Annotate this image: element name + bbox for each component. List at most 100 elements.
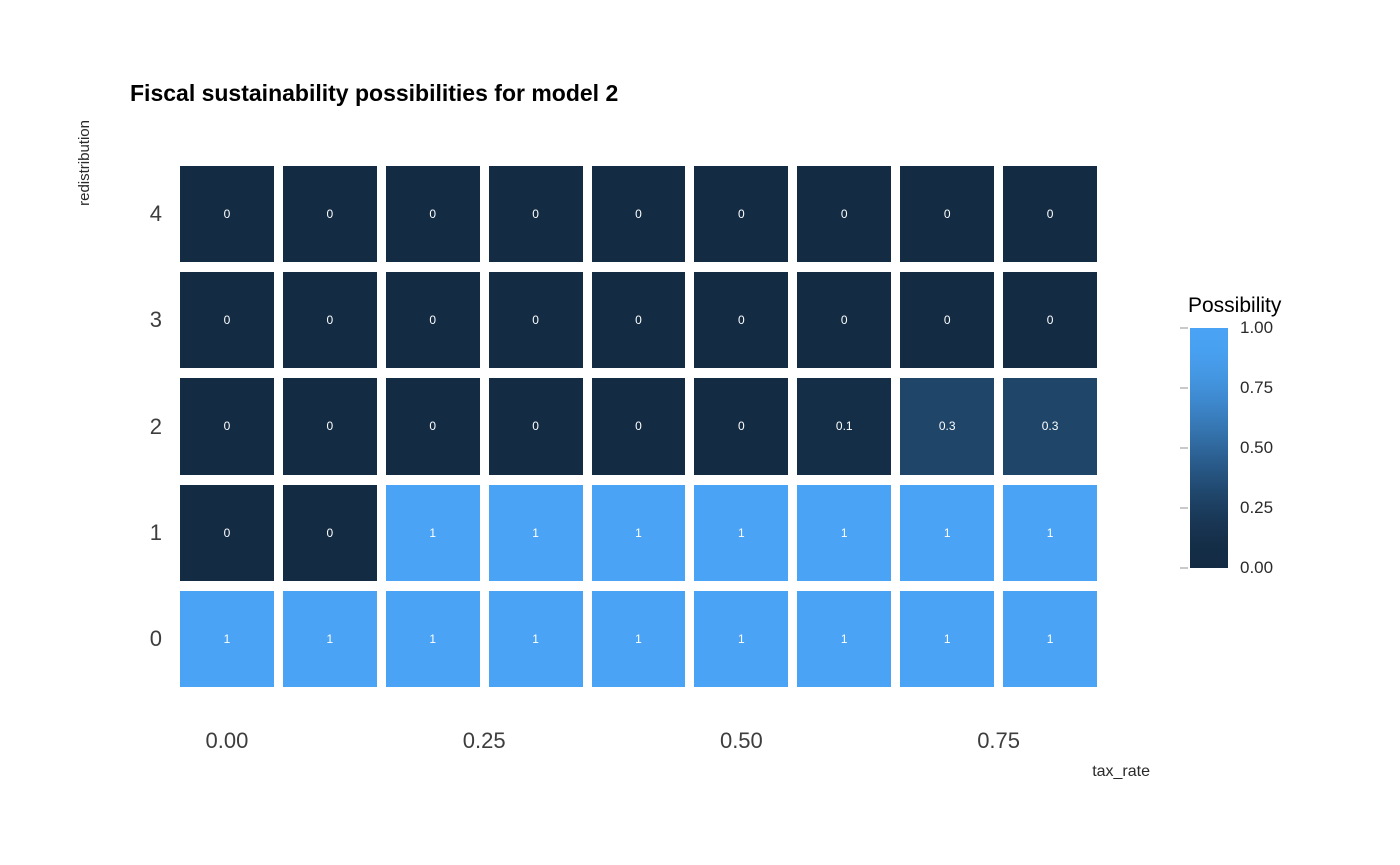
tile-value-label: 0 [326,207,334,222]
tile-value-label: 1 [532,631,539,646]
legend-title: Possibility [1188,294,1282,317]
tile-value-label: 0 [326,525,334,540]
tile-value-label: 1 [738,631,745,646]
heatmap-tile: 1 [488,484,583,581]
heatmap-tile: 0 [180,272,274,369]
legend-tick-mark [1180,387,1188,389]
heatmap-tile: 0 [180,378,274,475]
heatmap-tile: 0 [488,272,583,369]
tile-value-label: 0 [532,313,539,328]
tile-value-label: 0 [1046,313,1054,328]
heatmap-tile: 0 [591,378,686,475]
tile-value-label: 1 [840,525,848,540]
heatmap-tile: 0 [591,166,686,263]
heatmap-tile: 0 [900,272,995,369]
y-tick-label: 1 [149,519,162,545]
heatmap-tile: 0 [282,484,377,581]
heatmap-tile: 0 [282,272,377,369]
legend-tick-label: 0.00 [1240,558,1274,577]
heatmap-tile: 1 [694,484,789,581]
tile-value-label: 0 [429,419,437,434]
heatmap-tile: 1 [591,484,686,581]
legend-gradient-bar [1190,328,1228,568]
tile-value-label: 0 [635,419,642,434]
y-tick-label: 0 [149,625,162,651]
tile-value-label: 0.3 [938,419,956,434]
tile-value-label: 0 [738,313,745,328]
heatmap-tile: 0 [180,166,274,263]
y-tick-label: 4 [149,201,162,227]
tile-value-label: 1 [635,525,642,540]
tile-value-label: 0 [635,207,642,222]
legend-tick-label: 0.25 [1240,498,1274,517]
tile-value-label: 1 [429,631,437,646]
heatmap-tile: 1 [900,484,995,581]
tile-value-label: 0 [943,207,951,222]
tile-value-label: 0 [532,419,539,434]
tile-value-label: 0 [532,207,539,222]
tile-value-label: 0 [840,313,848,328]
heatmap-tile: 0 [900,166,995,263]
tile-value-label: 1 [1046,631,1054,646]
tile-value-label: 0 [429,207,437,222]
heatmap-tile: 0 [488,378,583,475]
tile-value-label: 1 [429,525,437,540]
heatmap-tile: 0 [1003,166,1097,263]
tile-value-label: 1 [1046,525,1054,540]
tile-value-label: 0 [840,207,848,222]
heatmap-tile: 1 [282,590,377,687]
heatmap-tile: 0.3 [900,378,995,475]
legend-tick-mark [1180,327,1188,329]
tile-value-label: 0.3 [1041,419,1059,434]
heatmap-tile: 0 [694,272,789,369]
x-tick-label: 0.50 [719,728,763,753]
y-tick-label: 3 [149,307,162,333]
tile-value-label: 0 [223,419,231,434]
y-tick-label: 2 [149,413,162,439]
tile-value-label: 0 [429,313,437,328]
heatmap-tile: 0 [694,166,789,263]
heatmap-tile: 0 [694,378,789,475]
x-tick-label: 0.75 [977,728,1021,753]
tile-value-label: 1 [738,525,745,540]
tile-value-label: 1 [943,525,951,540]
tile-value-label: 0 [326,419,334,434]
y-axis-title: redistribution [76,120,93,206]
legend-tick-mark [1180,447,1188,449]
heatmap-tile: 1 [900,590,995,687]
legend-tick-label: 0.75 [1240,378,1274,397]
heatmap-tile: 1 [1003,590,1097,687]
tile-value-label: 0 [326,313,334,328]
tile-value-label: 1 [635,631,642,646]
x-tick-label: 0.00 [205,728,249,753]
x-tick-label: 0.25 [462,728,506,753]
heatmap-tile: 1 [797,590,892,687]
tile-value-label: 0 [738,419,745,434]
heatmap-tile: 1 [694,590,789,687]
heatmap-tile: 1 [591,590,686,687]
tile-value-label: 1 [326,631,334,646]
tile-value-label: 0.1 [835,419,853,434]
chart-title: Fiscal sustainability possibilities for … [130,80,619,106]
heatmap-tile: 0 [797,272,892,369]
heatmap-tile: 0.1 [797,378,892,475]
tile-value-label: 1 [943,631,951,646]
heatmap-tile: 0.3 [1003,378,1097,475]
heatmap-tile: 0 [180,484,274,581]
legend-tick-label: 1.00 [1240,318,1274,337]
heatmap-tile: 0 [385,272,480,369]
tile-value-label: 0 [943,313,951,328]
tile-value-label: 0 [223,313,231,328]
legend-tick-label: 0.50 [1240,438,1274,457]
heatmap-tile: 1 [488,590,583,687]
legend-tick-mark [1180,507,1188,509]
heatmap-tile: 1 [385,484,480,581]
heatmap-tile: 0 [385,378,480,475]
heatmap-tile: 1 [797,484,892,581]
tile-value-label: 0 [1046,207,1054,222]
heatmap-tile: 0 [1003,272,1097,369]
heatmap-tile: 0 [797,166,892,263]
tile-value-label: 0 [223,525,231,540]
heatmap-tile: 0 [591,272,686,369]
